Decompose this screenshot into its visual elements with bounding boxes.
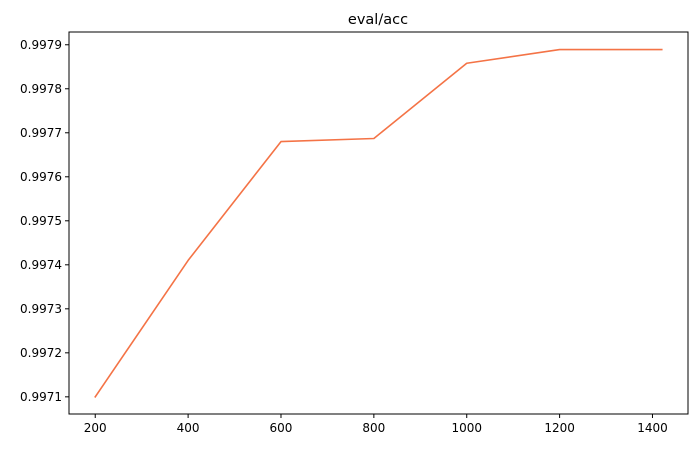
chart-title: eval/acc <box>348 12 408 28</box>
y-tick-label: 0.9977 <box>20 126 62 140</box>
y-tick-label: 0.9975 <box>20 214 62 228</box>
y-tick-label: 0.9976 <box>20 170 62 184</box>
y-tick-label: 0.9974 <box>20 258 62 272</box>
x-tick-label: 400 <box>177 421 200 435</box>
y-tick-label: 0.9972 <box>20 346 62 360</box>
x-tick-label: 1000 <box>451 421 482 435</box>
x-tick-label: 600 <box>270 421 293 435</box>
y-tick-label: 0.9978 <box>20 82 62 96</box>
series-line-0 <box>94 48 663 398</box>
x-tick-label: 1200 <box>544 421 575 435</box>
x-tick-label: 1400 <box>637 421 668 435</box>
x-tick-label: 200 <box>84 421 107 435</box>
y-tick-label: 0.9971 <box>20 390 62 404</box>
x-tick-label: 800 <box>362 421 385 435</box>
plot-frame <box>68 31 689 415</box>
y-tick-label: 0.9973 <box>20 302 62 316</box>
plot-area: 200 400 600 800 1000 1200 1400 0.9971 0.9972 0.99… <box>20 31 689 435</box>
y-tick-label: 0.9979 <box>20 38 62 52</box>
